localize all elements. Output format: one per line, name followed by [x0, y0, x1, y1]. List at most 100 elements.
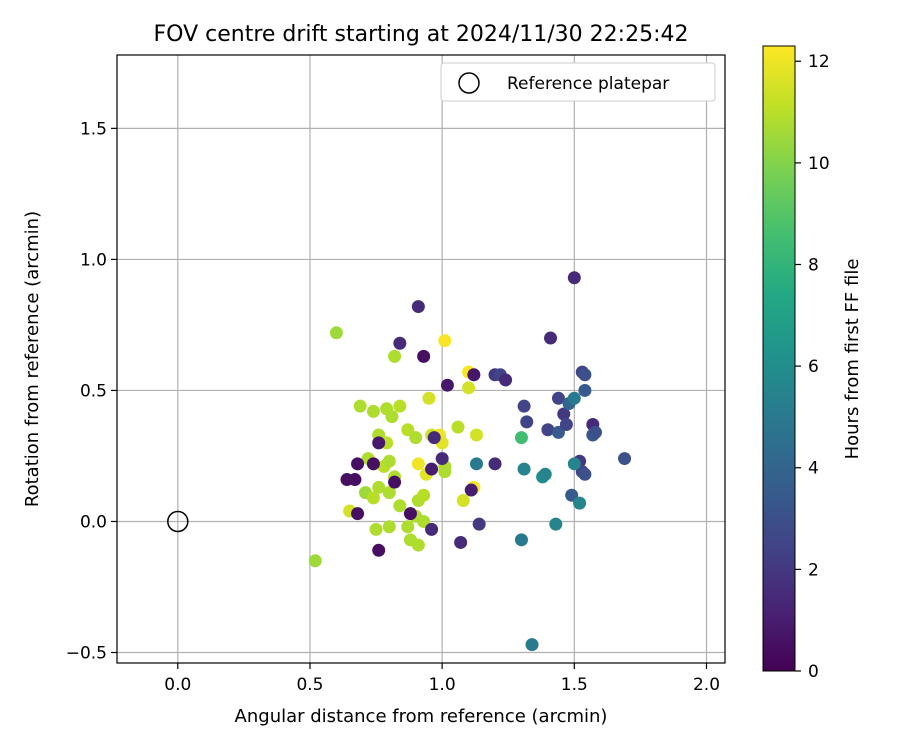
x-tick-label: 2.0 [693, 675, 720, 695]
data-point [369, 522, 383, 536]
data-point [372, 436, 386, 450]
colorbar-tick-label: 10 [808, 154, 830, 174]
data-point [456, 494, 470, 508]
y-axis-label: Rotation from reference (arcmin) [22, 211, 43, 507]
x-tick-label: 1.5 [561, 675, 588, 695]
data-point [393, 399, 407, 413]
data-point [472, 517, 486, 531]
data-point [372, 480, 386, 494]
colorbar-tick-label: 8 [808, 255, 819, 275]
data-point [464, 483, 478, 497]
y-tick-label: −0.5 [66, 644, 107, 664]
data-point [525, 638, 539, 652]
y-tick-label: 0.0 [80, 512, 107, 532]
data-point [425, 462, 439, 476]
data-point [541, 423, 555, 437]
data-point [393, 499, 407, 513]
legend: Reference platepar [440, 62, 716, 102]
x-axis-ticks: 0.0 0.5 1.0 1.5 2.0 [164, 663, 720, 695]
plot-frame [116, 54, 726, 664]
data-point [567, 457, 581, 471]
data-point [565, 488, 579, 502]
data-point [348, 473, 362, 487]
data-point [567, 271, 581, 285]
data-point [588, 425, 602, 439]
legend-marker-icon [458, 72, 480, 94]
data-point [549, 517, 563, 531]
colorbar-tick-label: 2 [808, 560, 819, 580]
data-points [308, 271, 632, 652]
data-point [551, 391, 565, 405]
colorbar-tick-label: 4 [808, 459, 819, 479]
data-point [438, 465, 452, 479]
data-point [401, 520, 415, 534]
colorbar: 0 2 4 6 8 10 12 Hours from first FF file [762, 45, 863, 682]
colorbar-tick-label: 12 [808, 52, 830, 72]
data-point [578, 383, 592, 397]
data-point [514, 533, 528, 547]
data-point [557, 407, 571, 421]
x-tick-label: 1.0 [429, 675, 456, 695]
data-point [520, 415, 534, 429]
y-axis-ticks: −0.5 0.0 0.5 1.0 1.5 [66, 119, 117, 664]
data-point [308, 554, 322, 568]
data-point [411, 538, 425, 552]
data-point [618, 452, 632, 466]
data-point [409, 431, 423, 445]
data-point [538, 467, 552, 481]
data-point [451, 420, 465, 434]
data-point [401, 423, 415, 437]
data-point [366, 491, 380, 505]
x-tick-label: 0.5 [296, 675, 323, 695]
data-point [411, 300, 425, 314]
data-point [366, 457, 380, 471]
data-point [435, 452, 449, 466]
data-point [467, 368, 481, 382]
data-point [329, 326, 343, 340]
data-point [462, 381, 476, 395]
grid-lines [117, 55, 725, 663]
data-point [567, 391, 581, 405]
data-point [422, 391, 436, 405]
data-point [470, 457, 484, 471]
legend-box [440, 62, 716, 102]
data-point [425, 522, 439, 536]
data-point [382, 454, 396, 468]
data-point [499, 373, 513, 387]
legend-label: Reference platepar [507, 74, 669, 94]
data-point [551, 425, 565, 439]
data-point [372, 543, 386, 557]
chart-title: FOV centre drift starting at 2024/11/30 … [154, 22, 689, 47]
data-point [440, 378, 454, 392]
data-point [388, 475, 402, 489]
x-axis-label: Angular distance from reference (arcmin) [235, 706, 608, 727]
data-point [514, 431, 528, 445]
data-point [417, 349, 431, 363]
x-tick-label: 0.0 [164, 675, 191, 695]
data-point [385, 410, 399, 424]
y-tick-label: 0.5 [80, 381, 107, 401]
data-point [382, 486, 396, 500]
data-point [470, 428, 484, 442]
data-point [417, 488, 431, 502]
colorbar-gradient [762, 45, 796, 672]
colorbar-label: Hours from first FF file [842, 259, 863, 460]
data-point [578, 368, 592, 382]
data-point [454, 535, 468, 549]
y-tick-label: 1.5 [80, 119, 107, 139]
data-point [517, 399, 531, 413]
data-point [438, 334, 452, 348]
data-point [573, 496, 587, 510]
data-point [517, 462, 531, 476]
data-point [578, 467, 592, 481]
data-point [403, 507, 417, 521]
data-point [417, 514, 431, 528]
colorbar-tick-label: 6 [808, 357, 819, 377]
data-point [353, 399, 367, 413]
data-point [559, 418, 573, 432]
data-point [488, 457, 502, 471]
data-point [382, 520, 396, 534]
y-tick-label: 1.0 [80, 250, 107, 270]
reference-marker [167, 510, 189, 533]
